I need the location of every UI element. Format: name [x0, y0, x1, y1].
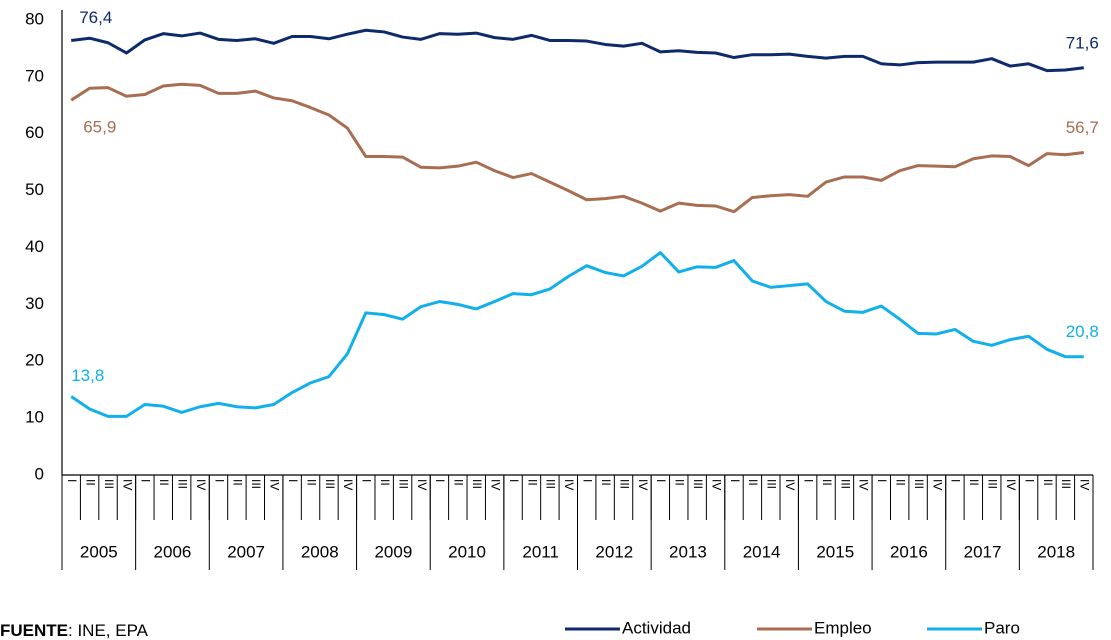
year-label: 2008 [301, 542, 339, 561]
x-tick-label: III [544, 479, 558, 489]
x-tick-label: IV [341, 479, 355, 490]
x-tick-label: III [765, 479, 779, 489]
series-line [70, 82, 1084, 214]
y-tick-label: 10 [25, 408, 44, 427]
x-tick-label: III [175, 479, 189, 489]
x-tick-label: I [949, 479, 963, 482]
y-tick-label: 30 [25, 294, 44, 313]
x-tick-label: I [654, 479, 668, 482]
x-tick-label: III [986, 479, 1000, 489]
x-tick-label: I [507, 479, 521, 482]
x-tick-label: III [249, 479, 263, 489]
x-tick-label: III [102, 479, 116, 489]
value-label: 65,9 [83, 118, 116, 137]
x-tick-label: II [157, 479, 171, 486]
x-tick-label: I [212, 479, 226, 482]
x-tick-label: IV [415, 479, 429, 490]
x-tick-label: III [323, 479, 337, 489]
source: FUENTE: INE, EPA [0, 621, 149, 640]
x-tick-label: IV [857, 479, 871, 490]
x-tick-label: IV [930, 479, 944, 490]
x-tick-label: I [875, 479, 889, 482]
x-tick-label: III [838, 479, 852, 489]
x-tick-label: I [728, 479, 742, 482]
x-tick-label: III [617, 479, 631, 489]
year-label: 2015 [816, 542, 854, 561]
x-tick-label: IV [783, 479, 797, 490]
year-label: 2011 [522, 542, 559, 561]
x-tick-label: I [433, 479, 447, 482]
year-label: 2016 [890, 542, 928, 561]
year-label: 2013 [669, 542, 707, 561]
x-tick-label: II [1041, 479, 1055, 486]
y-tick-label: 20 [25, 351, 44, 370]
source-label: FUENTE [0, 621, 68, 640]
y-tick-label: 40 [25, 237, 44, 256]
x-tick-label: II [599, 479, 613, 486]
year-label: 2010 [448, 542, 486, 561]
x-tick-label: I [581, 479, 595, 482]
y-tick-label: 50 [25, 180, 44, 199]
x-tick-label: II [378, 479, 392, 486]
year-label: 2018 [1037, 542, 1075, 561]
x-tick-label: IV [120, 479, 134, 490]
legend-label: Actividad [622, 618, 691, 637]
year-label: 2017 [964, 542, 1002, 561]
x-tick-label: II [452, 479, 466, 486]
x-tick-label: IV [709, 479, 723, 490]
x-tick-label: IV [562, 479, 576, 490]
x-tick-label: I [65, 479, 79, 482]
x-tick-label: II [746, 479, 760, 486]
x-tick-label: I [286, 479, 300, 482]
x-tick-label: II [525, 479, 539, 486]
y-tick-label: 0 [35, 464, 44, 483]
x-tick-label: III [396, 479, 410, 489]
value-label: 71,6 [1066, 33, 1099, 52]
x-tick-label: I [1022, 479, 1036, 482]
x-tick-label: IV [488, 479, 502, 490]
legend-label: Empleo [814, 618, 872, 637]
year-label: 2009 [374, 542, 412, 561]
y-tick-label: 80 [25, 9, 44, 28]
series-line [71, 28, 1084, 73]
x-tick-label: III [470, 479, 484, 489]
year-label: 2012 [595, 542, 633, 561]
x-tick-label: II [304, 479, 318, 486]
x-tick-label: II [231, 479, 245, 486]
value-label: 56,7 [1066, 118, 1099, 137]
x-tick-label: IV [194, 479, 208, 490]
x-tick-label: III [912, 479, 926, 489]
x-tick-label: IV [1078, 479, 1092, 490]
legend-label: Paro [984, 618, 1020, 637]
x-tick-label: II [967, 479, 981, 486]
year-label: 2006 [154, 542, 192, 561]
x-tick-label: IV [1004, 479, 1018, 490]
y-tick-label: 60 [25, 123, 44, 142]
x-tick-label: IV [636, 479, 650, 490]
x-tick-label: I [139, 479, 153, 482]
x-tick-label: III [1059, 479, 1073, 489]
year-label: 2014 [743, 542, 781, 561]
value-label: 13,8 [71, 366, 104, 385]
x-tick-label: I [801, 479, 815, 482]
x-tick-label: III [691, 479, 705, 489]
x-tick-label: II [673, 479, 687, 486]
x-tick-label: II [820, 479, 834, 486]
x-tick-label: II [894, 479, 908, 486]
year-label: 2005 [80, 542, 118, 561]
x-tick-label: II [83, 479, 97, 486]
value-label: 20,8 [1066, 322, 1099, 341]
x-tick-label: I [360, 479, 374, 482]
series-line [70, 251, 1084, 418]
y-tick-label: 70 [25, 66, 44, 85]
value-label: 76,4 [79, 8, 112, 27]
x-tick-label: IV [268, 479, 282, 490]
source-text: : INE, EPA [68, 621, 149, 640]
year-label: 2007 [227, 542, 265, 561]
